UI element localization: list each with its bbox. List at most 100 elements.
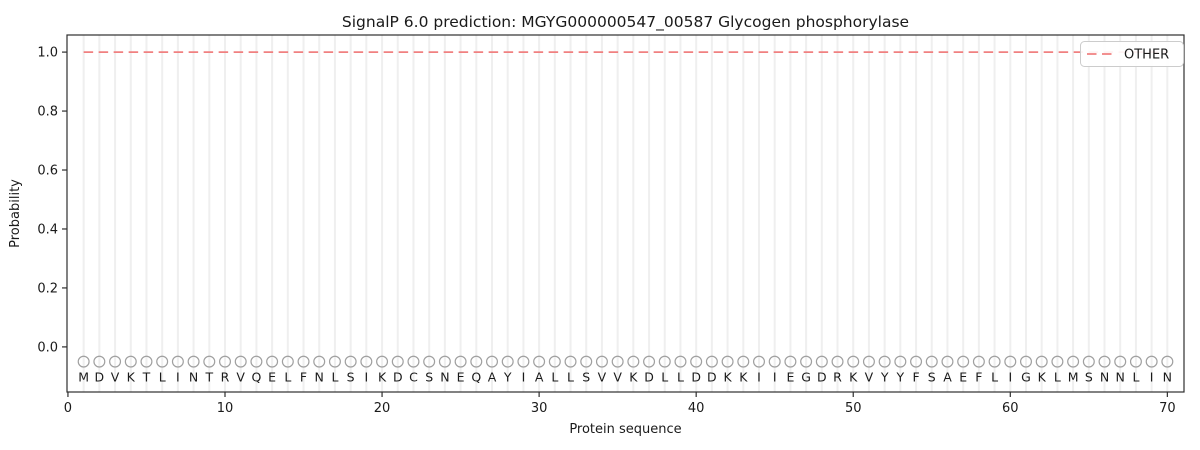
plot-border bbox=[66, 34, 1185, 393]
residue-marker bbox=[219, 355, 232, 368]
residue-marker bbox=[643, 355, 656, 368]
residue-letter: I bbox=[757, 369, 761, 384]
x-tick-label: 10 bbox=[217, 401, 234, 416]
residue-marker bbox=[93, 355, 106, 368]
residue-marker bbox=[454, 355, 467, 368]
residue-marker bbox=[752, 355, 765, 368]
residue-letter: C bbox=[409, 369, 418, 384]
residue-marker bbox=[815, 355, 828, 368]
residue-letter: L bbox=[1054, 369, 1061, 384]
residue-letter: L bbox=[284, 369, 291, 384]
residue-letter: L bbox=[551, 369, 558, 384]
residue-marker bbox=[548, 355, 561, 368]
residue-letter: M bbox=[78, 369, 89, 384]
y-tick-label: 0.2 bbox=[37, 281, 58, 296]
residue-letter: V bbox=[236, 369, 245, 384]
residue-marker bbox=[941, 355, 954, 368]
residue-letter: L bbox=[661, 369, 668, 384]
residue-marker bbox=[611, 355, 624, 368]
x-tick-label: 30 bbox=[531, 401, 548, 416]
residue-letter: E bbox=[959, 369, 967, 384]
residue-letter: R bbox=[833, 369, 842, 384]
y-tick-label: 0.0 bbox=[37, 340, 58, 355]
residue-letter: Y bbox=[880, 369, 889, 384]
residue-marker bbox=[705, 355, 718, 368]
residue-letter: I bbox=[522, 369, 526, 384]
residue-marker bbox=[1035, 355, 1048, 368]
residue-letter: K bbox=[378, 369, 387, 384]
residue-marker bbox=[438, 355, 451, 368]
residue-marker bbox=[831, 355, 844, 368]
x-tick-label: 0 bbox=[64, 401, 72, 416]
residue-marker bbox=[376, 355, 389, 368]
residue-letter: N bbox=[440, 369, 449, 384]
residue-marker bbox=[124, 355, 137, 368]
residue-marker bbox=[721, 355, 734, 368]
x-tick-label: 40 bbox=[688, 401, 705, 416]
residue-marker bbox=[328, 355, 341, 368]
residue-letter: L bbox=[677, 369, 684, 384]
residue-marker bbox=[957, 355, 970, 368]
residue-marker bbox=[878, 355, 891, 368]
residue-marker bbox=[972, 355, 985, 368]
residue-marker bbox=[988, 355, 1001, 368]
residue-marker bbox=[1129, 355, 1142, 368]
x-tick-label: 20 bbox=[374, 401, 391, 416]
residue-marker bbox=[564, 355, 577, 368]
residue-letter: S bbox=[425, 369, 433, 384]
residue-marker bbox=[847, 355, 860, 368]
residue-marker bbox=[690, 355, 703, 368]
residue-letter: Y bbox=[503, 369, 512, 384]
legend-box bbox=[1080, 41, 1184, 67]
y-tick-label: 0.8 bbox=[37, 105, 58, 120]
residue-letter: L bbox=[567, 369, 574, 384]
residue-letter: T bbox=[204, 369, 213, 384]
residue-letter: A bbox=[535, 369, 544, 384]
residue-marker bbox=[313, 355, 326, 368]
chart-title: SignalP 6.0 prediction: MGYG000000547_00… bbox=[342, 13, 909, 32]
residue-marker bbox=[674, 355, 687, 368]
residue-marker bbox=[800, 355, 813, 368]
x-tick-label: 50 bbox=[845, 401, 862, 416]
residue-letter: I bbox=[1150, 369, 1154, 384]
residue-marker bbox=[894, 355, 907, 368]
residue-letter: E bbox=[786, 369, 794, 384]
residue-letter: I bbox=[1008, 369, 1012, 384]
residue-letter: D bbox=[817, 369, 827, 384]
residue-letter: N bbox=[1116, 369, 1125, 384]
residue-letter: K bbox=[849, 369, 858, 384]
residue-letter: S bbox=[928, 369, 936, 384]
residue-marker bbox=[140, 355, 153, 368]
residue-marker bbox=[391, 355, 404, 368]
residue-letter: M bbox=[1068, 369, 1079, 384]
residue-letter: T bbox=[142, 369, 151, 384]
residue-letter: D bbox=[707, 369, 717, 384]
residue-marker bbox=[658, 355, 671, 368]
residue-marker bbox=[234, 355, 247, 368]
residue-letter: N bbox=[1163, 369, 1172, 384]
residue-marker bbox=[1098, 355, 1111, 368]
residue-letter: F bbox=[975, 369, 982, 384]
residue-letter: L bbox=[1132, 369, 1139, 384]
residue-letter: L bbox=[991, 369, 998, 384]
residue-letter: D bbox=[691, 369, 701, 384]
residue-letter: E bbox=[457, 369, 465, 384]
residue-letter: N bbox=[315, 369, 324, 384]
x-tick-label: 60 bbox=[1002, 401, 1019, 416]
residue-marker bbox=[250, 355, 263, 368]
y-tick-label: 0.4 bbox=[37, 222, 58, 237]
residue-marker bbox=[910, 355, 923, 368]
residue-marker bbox=[1067, 355, 1080, 368]
x-axis-label: Protein sequence bbox=[569, 422, 681, 437]
residue-marker bbox=[203, 355, 216, 368]
x-tick-label: 70 bbox=[1159, 401, 1176, 416]
residue-marker bbox=[407, 355, 420, 368]
y-tick-label: 0.6 bbox=[37, 164, 58, 179]
residue-letter: V bbox=[111, 369, 120, 384]
residue-letter: L bbox=[331, 369, 338, 384]
residue-letter: E bbox=[268, 369, 276, 384]
residue-marker bbox=[77, 355, 90, 368]
